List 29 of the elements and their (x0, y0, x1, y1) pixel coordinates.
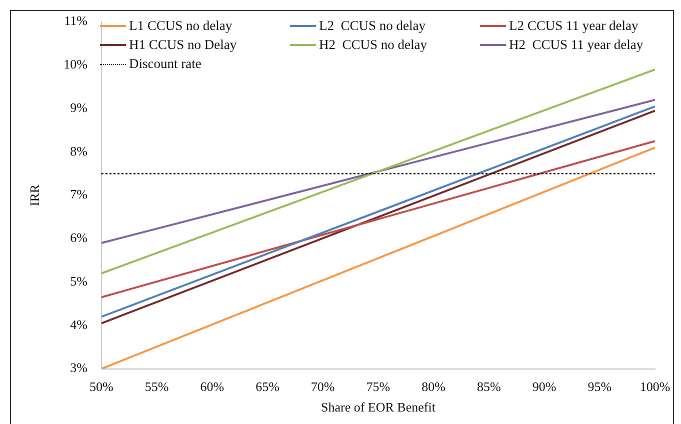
legend-label: L2 CCUS 11 year delay (509, 18, 638, 34)
x-tick-label: 100% (640, 379, 670, 394)
y-tick-label: 8% (70, 143, 88, 158)
y-tick-label: 10% (64, 56, 88, 72)
x-tick-label: 85% (477, 379, 502, 394)
x-tick-label: 80% (422, 379, 446, 394)
y-tick-label: 5% (70, 273, 88, 288)
legend-label: H2 CCUS 11 year delay (509, 37, 644, 53)
x-tick-label: 75% (366, 379, 390, 394)
legend-label: L1 CCUS no delay (129, 18, 232, 34)
legend-label: L2 CCUS no delay (319, 18, 426, 34)
x-tick-label: 90% (532, 379, 556, 394)
x-tick-label: 55% (144, 379, 169, 394)
y-tick-label: 4% (70, 316, 88, 332)
y-tick-label: 6% (70, 230, 88, 246)
y-tick-label: 9% (70, 100, 88, 115)
legend-label: Discount rate (129, 56, 202, 72)
y-tick-label: 3% (70, 360, 88, 376)
y-tick-label: 7% (70, 186, 88, 202)
x-tick-label: 65% (256, 379, 280, 394)
x-axis-title: Share of EOR Benefit (320, 400, 436, 415)
y-axis-title: IRR (27, 184, 42, 206)
legend-label: H1 CCUS no Delay (129, 37, 237, 53)
x-tick-label: 95% (588, 379, 612, 394)
x-tick-label: 50% (90, 379, 114, 394)
x-tick-label: 70% (310, 379, 335, 394)
legend-label: H2 CCUS no delay (319, 37, 427, 53)
y-tick-label: 11% (64, 13, 88, 28)
x-tick-label: 60% (200, 379, 224, 394)
